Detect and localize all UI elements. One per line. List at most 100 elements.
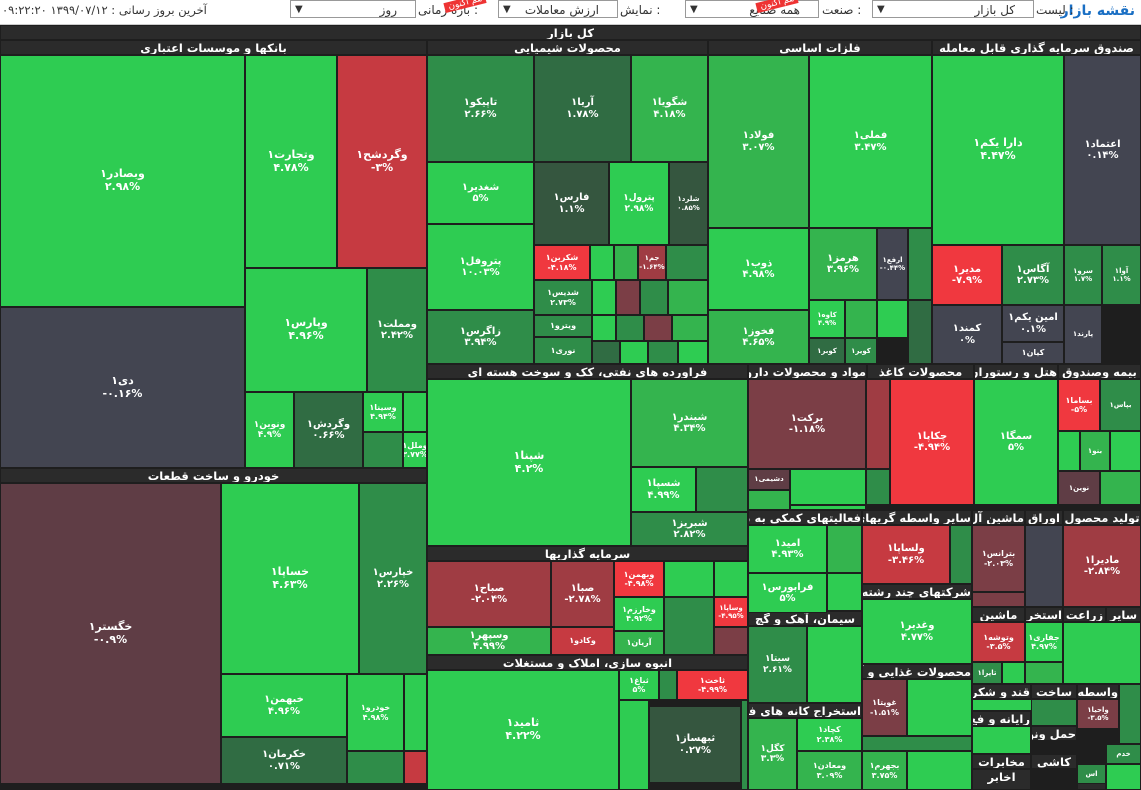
- stock-tile[interactable]: اس: [1077, 764, 1106, 784]
- stock-tile[interactable]: ذوب۱ ۴.۹۸%: [708, 228, 809, 310]
- stock-tile[interactable]: خدم: [1106, 744, 1141, 764]
- stock-tile[interactable]: بپاس۱: [1100, 379, 1141, 431]
- small-stock-tile[interactable]: [347, 751, 404, 784]
- small-stock-tile[interactable]: [845, 300, 877, 338]
- stock-tile[interactable]: شسپا۱ ۴.۹۹%: [631, 467, 696, 512]
- stock-tile[interactable]: وساپا۱ -۴.۹۵%: [714, 597, 748, 627]
- stock-tile[interactable]: کاوه۱ ۴.۹%: [809, 300, 845, 338]
- stock-tile[interactable]: خگستر۱ -۰.۹%: [0, 483, 221, 784]
- small-stock-tile[interactable]: [790, 469, 866, 505]
- small-stock-tile[interactable]: [1025, 662, 1063, 684]
- stock-tile[interactable]: خساپا۱ ۴.۶۳%: [221, 483, 359, 674]
- stock-tile[interactable]: مدیر۱ -۷.۹%: [932, 245, 1002, 305]
- display-select[interactable]: ارزش معاملات ▼: [498, 0, 618, 18]
- stock-tile[interactable]: امید۱ ۴.۹۳%: [748, 525, 827, 573]
- stock-tile[interactable]: پارند۱: [1064, 305, 1102, 364]
- stock-tile[interactable]: جم۱ -۱.۶۴%: [638, 245, 666, 280]
- sector-header[interactable]: مواد و محصولات دارویی: [748, 364, 867, 379]
- small-stock-tile[interactable]: [908, 300, 932, 364]
- small-stock-tile[interactable]: [972, 726, 1031, 754]
- stock-tile[interactable]: فملی۱ ۳.۴۷%: [809, 55, 932, 228]
- stock-tile[interactable]: شلرد۱ ۰.۸۵%: [669, 162, 708, 245]
- stock-tile[interactable]: وگردشح۱ -۳%: [337, 55, 427, 268]
- stock-tile[interactable]: کوبر۱: [809, 338, 845, 364]
- stock-tile[interactable]: ثبهساز۱ ۰.۲۷%: [649, 706, 741, 783]
- stock-tile[interactable]: آگاس۱ ۲.۷۳%: [1002, 245, 1064, 305]
- stock-tile[interactable]: ثباغ۱ ۵%: [619, 670, 659, 700]
- sector-header[interactable]: انبوه سازی، املاک و مستغلات: [427, 655, 748, 670]
- stock-tile[interactable]: شغدیر۱ ۵%: [427, 162, 534, 224]
- sector-header[interactable]: ماشین آل: [972, 510, 1025, 525]
- stock-tile[interactable]: سیتا۱ ۲.۶۱%: [748, 626, 807, 703]
- stock-tile[interactable]: خکرمان۱ ۰.۷۱%: [221, 737, 347, 784]
- stock-tile[interactable]: وتوشه۱ -۳.۵%: [972, 622, 1025, 662]
- small-stock-tile[interactable]: [664, 561, 714, 597]
- stock-tile[interactable]: شکربن۱ -۴.۱۸%: [534, 245, 590, 280]
- stock-tile[interactable]: غویتا۱ -۱.۵۱%: [862, 679, 907, 736]
- small-stock-tile[interactable]: [807, 626, 862, 703]
- small-stock-tile[interactable]: [1063, 622, 1141, 684]
- stock-tile[interactable]: خبهمن۱ ۴.۹۶%: [221, 674, 347, 737]
- sector-header[interactable]: ماشین: [972, 607, 1025, 622]
- stock-tile[interactable]: کیان۱: [1002, 342, 1064, 364]
- sector-header[interactable]: واسطه: [1077, 684, 1119, 699]
- stock-tile[interactable]: وملل۱۳.۷۷%: [403, 432, 427, 468]
- sector-header[interactable]: سایر واسطه گریهای: [862, 510, 972, 525]
- stock-tile[interactable]: نوین۱: [1058, 471, 1100, 505]
- small-stock-tile[interactable]: [790, 505, 866, 510]
- stock-tile[interactable]: وبهمن۱ -۴.۹۸%: [614, 561, 664, 597]
- sector-header[interactable]: مخابرات: [972, 754, 1031, 769]
- small-stock-tile[interactable]: [696, 467, 748, 512]
- stock-tile[interactable]: فخوز۱ ۴.۶۵%: [708, 310, 809, 364]
- stock-tile[interactable]: شبندر۱ ۴.۳۴%: [631, 379, 748, 467]
- stock-tile[interactable]: تاپرا۱: [972, 662, 1002, 684]
- small-stock-tile[interactable]: [614, 245, 638, 280]
- small-stock-tile[interactable]: [1100, 471, 1141, 505]
- list-select[interactable]: کل بازار ▼: [872, 0, 1034, 18]
- sector-header[interactable]: فراورده های نفتی، کک و سوخت هسته ای: [427, 364, 748, 379]
- stock-tile[interactable]: ثامید۱ ۴.۲۲%: [427, 670, 619, 790]
- sector-header[interactable]: قند و شکر: [972, 684, 1031, 699]
- sector-header[interactable]: کاشی: [1031, 754, 1077, 769]
- sector-header[interactable]: زراعت: [1063, 607, 1106, 622]
- sector-header[interactable]: محصولات کاغذ: [867, 364, 974, 379]
- stock-tile[interactable]: تاپیکو۱ ۲.۶۶%: [427, 55, 534, 162]
- stock-tile[interactable]: دشیمی۱: [748, 469, 790, 490]
- stock-tile[interactable]: چکاپا۱ -۴.۹۴%: [890, 379, 974, 505]
- small-stock-tile[interactable]: [644, 315, 672, 341]
- sector-header[interactable]: اوراق: [1025, 510, 1063, 525]
- stock-tile[interactable]: ویترو۱: [534, 315, 592, 337]
- small-stock-tile[interactable]: [592, 280, 616, 315]
- small-stock-tile[interactable]: [714, 561, 748, 597]
- small-stock-tile[interactable]: [950, 525, 972, 584]
- stock-tile[interactable]: خودرو۱ ۴.۹۸%: [347, 674, 404, 751]
- stock-tile[interactable]: کویر۱: [845, 338, 877, 364]
- sector-header[interactable]: رایانه و فع: [972, 711, 1031, 726]
- small-stock-tile[interactable]: [664, 597, 714, 655]
- small-stock-tile[interactable]: [866, 469, 890, 505]
- small-stock-tile[interactable]: [877, 300, 908, 338]
- small-stock-tile[interactable]: [748, 490, 790, 510]
- sector-header[interactable]: سرمایه گذاریها: [427, 546, 748, 561]
- stock-tile[interactable]: آریان۱: [614, 631, 664, 655]
- small-stock-tile[interactable]: [619, 700, 649, 790]
- stock-tile[interactable]: فرابورس۱ ۵%: [748, 573, 827, 613]
- stock-tile[interactable]: وکادو۱: [551, 627, 614, 655]
- small-stock-tile[interactable]: [907, 679, 972, 736]
- stock-tile[interactable]: دی۱ -۰.۱۶%: [0, 307, 245, 468]
- sector-header[interactable]: محصولات شیمیایی: [427, 40, 708, 55]
- sector-header[interactable]: بانکها و موسسات اعتباری: [0, 40, 427, 55]
- sector-header[interactable]: صندوق سرمایه گذاری قابل معامله: [932, 40, 1141, 55]
- small-stock-tile[interactable]: [866, 379, 890, 469]
- brand-title[interactable]: نقشه بازار: [1060, 3, 1135, 19]
- small-stock-tile[interactable]: [363, 432, 403, 468]
- small-stock-tile[interactable]: [640, 280, 668, 315]
- small-stock-tile[interactable]: [1106, 764, 1141, 790]
- stock-tile[interactable]: برکت۱ -۱.۱۸%: [748, 379, 866, 469]
- stock-tile[interactable]: شدیس۱ ۲.۷۳%: [534, 280, 592, 315]
- sector-header[interactable]: فلزات اساسی: [708, 40, 932, 55]
- stock-tile[interactable]: آریا۱ ۱.۷۸%: [534, 55, 631, 162]
- stock-tile[interactable]: فولاد۱ ۳.۰۷%: [708, 55, 809, 228]
- small-stock-tile[interactable]: [620, 341, 648, 364]
- small-stock-tile[interactable]: [616, 280, 640, 315]
